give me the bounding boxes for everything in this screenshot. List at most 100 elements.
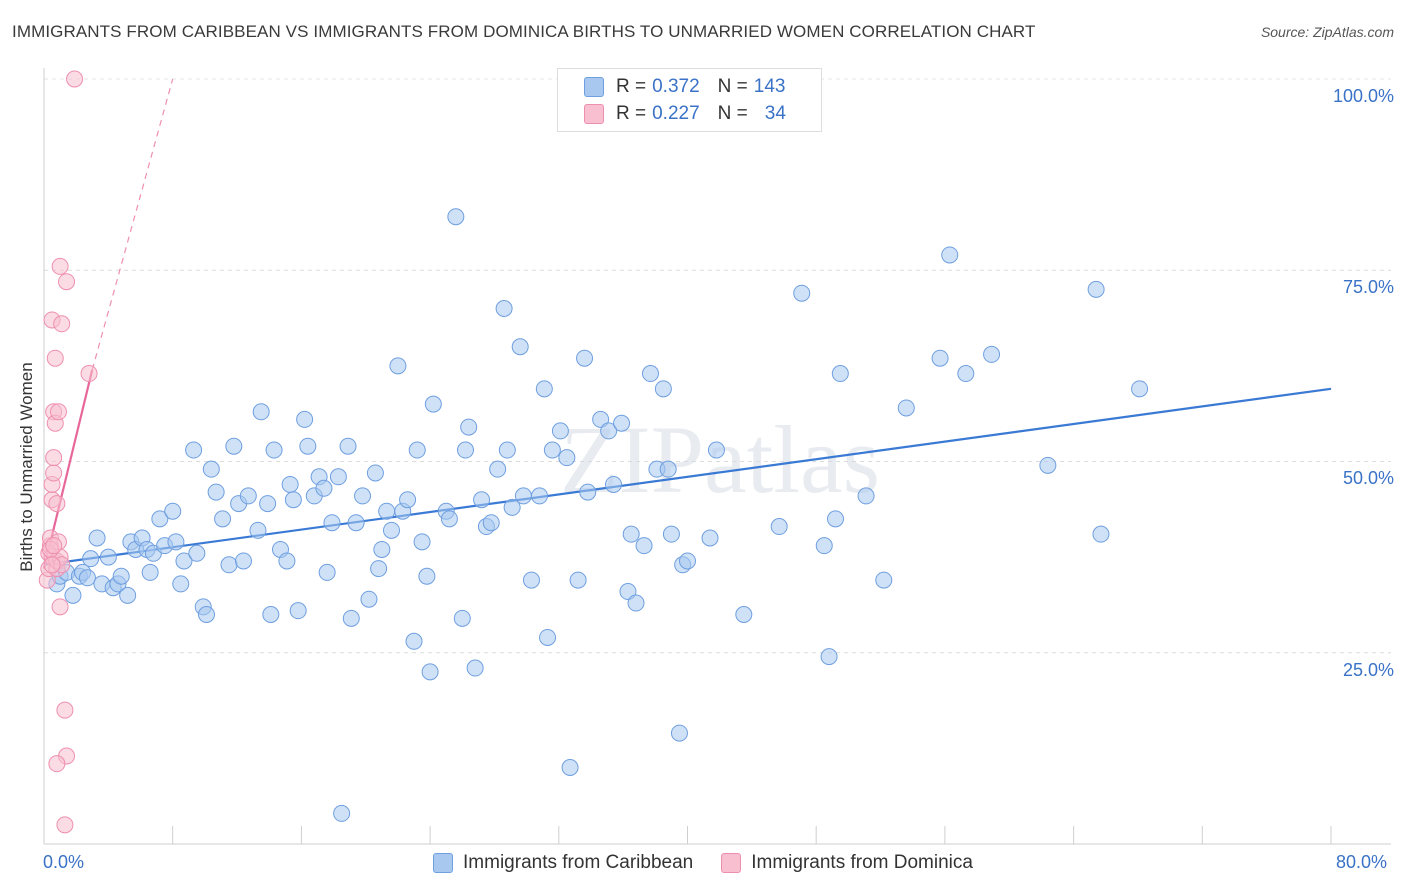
point-caribbean [421,663,439,681]
point-caribbean [558,449,576,467]
point-caribbean [498,441,516,459]
y-tick-50: 50.0% [1342,468,1394,488]
point-dominica [46,349,64,367]
point-caribbean [482,514,500,532]
point-caribbean [831,365,849,383]
point-caribbean [539,628,557,646]
x-tick-max: 80.0% [1336,852,1388,872]
point-caribbean [202,460,220,478]
point-caribbean [569,571,587,589]
point-caribbean [234,552,252,570]
point-caribbean [561,759,579,776]
point-dominica [51,598,69,616]
point-caribbean [576,349,594,367]
axes [43,68,1391,845]
point-caribbean [347,514,365,532]
r-value: 0.372 [652,76,700,97]
point-caribbean [622,525,640,543]
point-caribbean [707,441,725,459]
point-caribbean [239,487,257,505]
point-caribbean [514,487,532,505]
point-caribbean [670,724,688,742]
series-legend: Immigrants from Caribbean Immigrants fro… [0,852,1406,874]
point-caribbean [941,246,959,264]
point-caribbean [262,606,280,623]
point-caribbean [342,609,360,627]
r-label: R = [616,103,647,124]
n-value: 34 [764,103,786,124]
point-caribbean [875,571,893,589]
point-caribbean [827,510,845,528]
point-caribbean [167,533,185,551]
point-caribbean [770,518,788,536]
point-caribbean [511,338,529,356]
point-dominica [56,701,74,719]
point-caribbean [333,804,351,822]
legend-item-dominica[interactable]: Immigrants from Dominica [721,852,973,874]
point-caribbean [600,422,618,440]
point-caribbean [408,441,426,459]
point-caribbean [399,491,417,509]
legend-swatch-dominica [721,853,742,873]
point-caribbean [604,475,622,493]
point-caribbean [373,540,391,558]
point-caribbean [440,510,458,528]
point-caribbean [175,552,193,570]
point-caribbean [551,422,569,440]
r-label: R = [616,76,647,97]
point-caribbean [284,491,302,509]
source-credit: Source: ZipAtlas.com [1260,24,1394,40]
point-caribbean [466,659,484,677]
point-caribbean [265,441,283,459]
point-caribbean [220,556,238,574]
point-caribbean [249,521,267,539]
point-caribbean [530,487,548,505]
legend-row-caribbean: R = 0.372 N = 143 [584,75,785,99]
point-dominica [66,70,84,88]
point-caribbean [735,606,753,623]
data-points [38,70,1149,834]
point-caribbean [289,602,307,620]
point-dominica [49,403,67,421]
point-caribbean [214,510,232,528]
legend-row-dominica: R = 0.227 N = 34 [584,102,786,126]
point-caribbean [613,414,631,432]
point-caribbean [413,533,431,551]
point-caribbean [318,563,336,581]
point-caribbean [679,552,696,570]
point-caribbean [296,410,314,428]
point-caribbean [627,594,645,612]
point-caribbean [495,300,513,317]
point-caribbean [1092,525,1110,543]
point-caribbean [339,437,357,455]
point-caribbean [579,483,597,501]
y-axis-label: Births to Unmarried Women [17,362,36,572]
point-caribbean [535,380,553,398]
point-dominica [45,449,63,467]
point-caribbean [278,552,296,570]
point-caribbean [366,464,384,482]
point-caribbean [378,502,396,520]
point-caribbean [405,632,423,650]
point-dominica [48,495,66,513]
legend-item-caribbean[interactable]: Immigrants from Caribbean [433,852,693,874]
point-dominica [45,537,63,555]
point-caribbean [197,606,215,623]
point-caribbean [78,569,96,587]
point-caribbean [983,345,1001,363]
legend-label-dominica: Immigrants from Dominica [751,852,973,873]
point-caribbean [252,403,270,421]
point-caribbean [857,487,875,505]
point-caribbean [635,537,653,555]
point-caribbean [522,571,540,589]
point-dominica [56,816,74,834]
point-caribbean [793,284,811,302]
point-caribbean [897,399,915,417]
point-dominica [48,755,66,773]
legend-label-caribbean: Immigrants from Caribbean [463,852,694,873]
legend-swatch-caribbean [433,853,454,873]
point-dominica [43,556,61,574]
point-caribbean [957,365,975,383]
y-tick-25: 25.0% [1342,660,1394,680]
point-caribbean [112,567,130,585]
